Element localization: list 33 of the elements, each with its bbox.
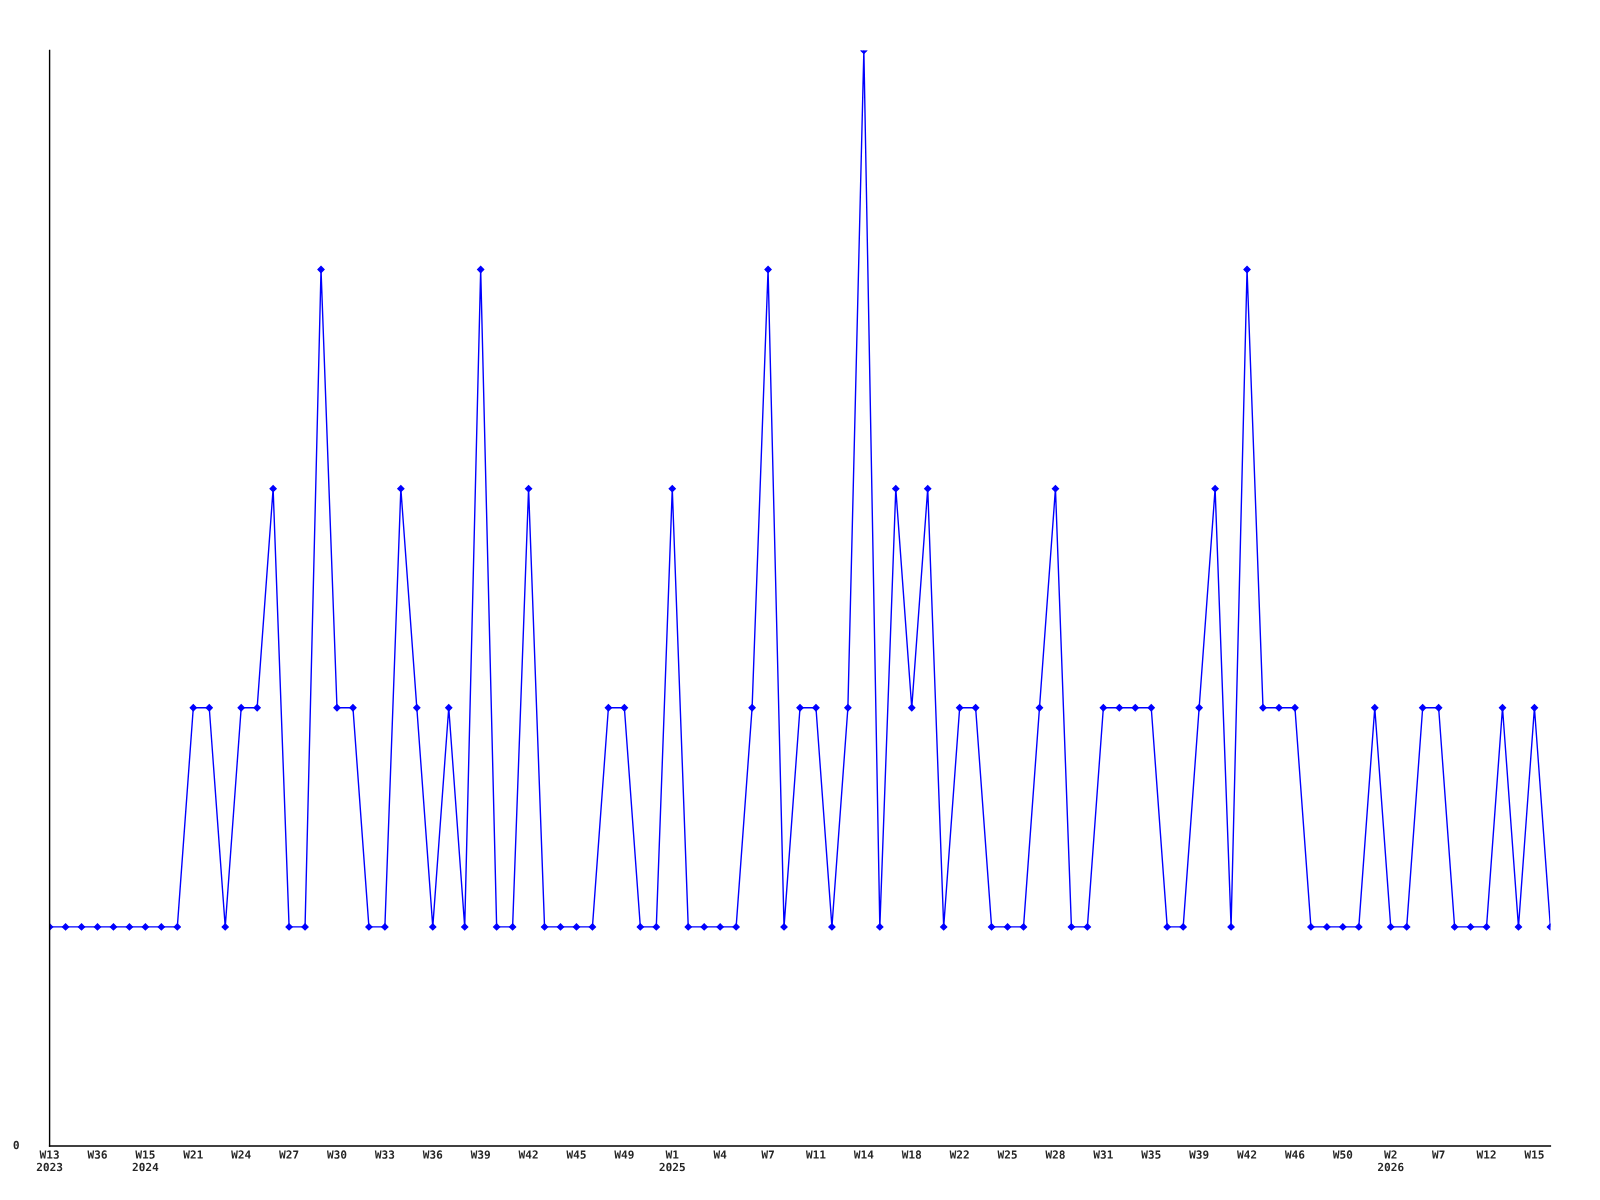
x-tick-label: W7	[761, 1150, 774, 1159]
x-tick-label: W33	[374, 1150, 395, 1159]
x-tick-label: W28	[1045, 1150, 1065, 1159]
x-tick-label: W21	[183, 1150, 203, 1159]
x-tick-label: W15 2024	[132, 1150, 159, 1172]
x-tick-label: W11	[805, 1150, 826, 1159]
x-tick-label: W31	[1093, 1150, 1113, 1159]
x-tick-label: W24	[231, 1150, 251, 1159]
x-tick-label: W39	[1189, 1150, 1209, 1159]
x-tick-label: W45	[566, 1150, 586, 1159]
x-tick-label: W13 2023	[36, 1150, 63, 1172]
x-tick-label: W14	[853, 1150, 874, 1159]
x-tick-label: W22	[949, 1150, 969, 1159]
x-tick-label: W46	[1284, 1150, 1305, 1159]
x-tick-label: W12	[1476, 1150, 1496, 1159]
x-tick-label: W7	[1431, 1150, 1445, 1159]
x-tick-label: W2 2026	[1377, 1150, 1404, 1172]
x-tick-label: W42	[518, 1150, 538, 1159]
x-tick-label: W30	[326, 1150, 347, 1159]
x-tick-label: W25	[997, 1150, 1017, 1159]
x-tick-label: W1 2025	[659, 1150, 685, 1172]
x-tick-label: W49	[614, 1150, 634, 1159]
x-tick-label: W42	[1237, 1150, 1257, 1159]
x-tick-label: W27	[279, 1150, 299, 1159]
x-tick-label: W15	[1524, 1150, 1544, 1159]
x-tick-label: W35	[1141, 1150, 1161, 1159]
x-tick-label: W39	[470, 1150, 491, 1159]
text: 0	[13, 1140, 19, 1150]
x-tick-label: W36	[422, 1150, 443, 1159]
x-tick-label: W18	[901, 1150, 922, 1159]
x-tick-label: W50	[1332, 1150, 1353, 1159]
x-tick-label: W36	[87, 1150, 107, 1159]
x-tick-label: W4	[713, 1150, 727, 1159]
